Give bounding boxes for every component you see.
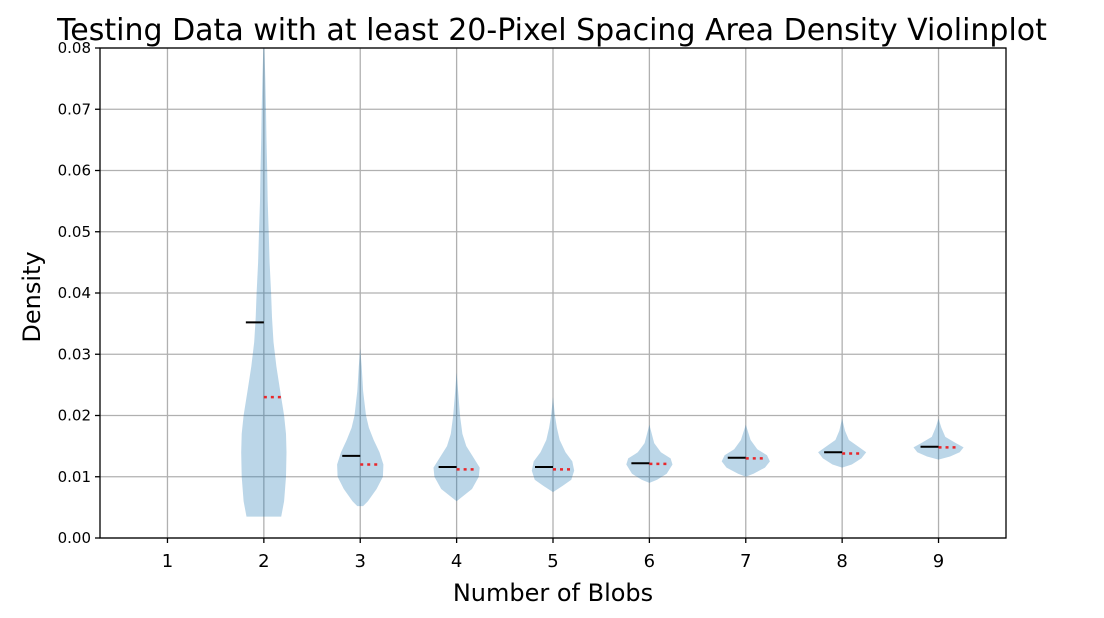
x-tick-label: 6 [644, 551, 655, 572]
y-tick-label: 0.06 [58, 162, 91, 180]
y-tick-label: 0.07 [58, 100, 91, 118]
y-axis: 0.00 0.01 0.02 0.03 0.04 0.05 0.06 0.07 0.08 [58, 39, 100, 547]
violin-body [913, 418, 964, 460]
x-tick-label: 9 [933, 551, 944, 572]
y-tick-label: 0.01 [58, 468, 91, 486]
x-tick-label: 2 [258, 551, 269, 572]
violin-body [531, 397, 575, 493]
y-axis-label: Density [18, 251, 46, 342]
violin-body [241, 48, 287, 517]
y-tick-label: 0.03 [58, 345, 91, 363]
chart-title: Testing Data with at least 20-Pixel Spac… [56, 13, 1047, 48]
violin-body [721, 424, 770, 477]
x-axis-label: Number of Blobs [453, 579, 653, 607]
stat-lines [245, 321, 957, 471]
x-tick-label: 8 [836, 551, 847, 572]
x-tick-label: 5 [547, 551, 558, 572]
x-tick-label: 4 [451, 551, 462, 572]
violin-body [337, 348, 384, 507]
violin-body [433, 372, 480, 502]
x-tick-label: 1 [162, 551, 173, 572]
grid [100, 47, 1006, 539]
violin-body [626, 424, 673, 483]
y-tick-label: 0.02 [58, 407, 91, 425]
y-tick-label: 0.05 [58, 223, 91, 241]
x-axis: 1 2 3 4 5 6 7 8 9 [162, 538, 944, 572]
y-tick-label: 0.08 [58, 39, 91, 57]
violins [241, 48, 964, 517]
y-tick-label: 0.04 [58, 284, 91, 302]
x-tick-label: 3 [355, 551, 366, 572]
violin-body [818, 418, 867, 468]
y-tick-label: 0.00 [58, 529, 91, 547]
x-tick-label: 7 [740, 551, 751, 572]
